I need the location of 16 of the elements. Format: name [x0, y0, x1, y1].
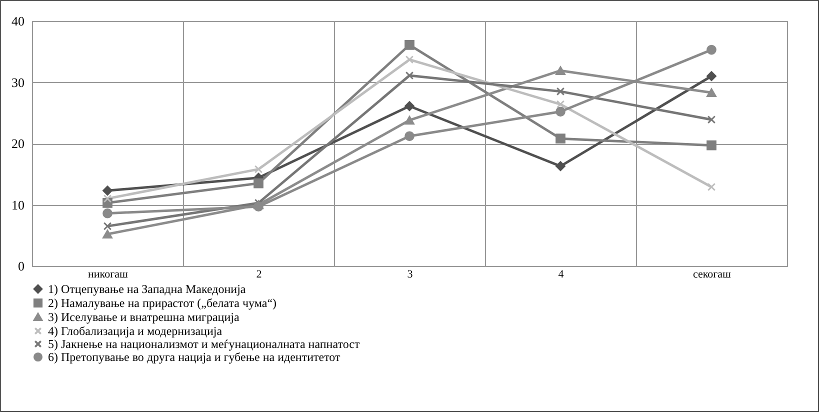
y-tick-label: 10: [12, 197, 24, 212]
legend-label: 1) Отцепување на Западна Македонија: [48, 282, 246, 296]
y-tick-label: 40: [12, 14, 24, 28]
legend-label: 4) Глобализација и модернизација: [48, 324, 223, 338]
legend-label: 3) Иселување и внатрешна миграција: [48, 310, 240, 324]
legend-label: 6) Претопување во друга нација и губење на идентитетот: [48, 350, 342, 364]
x-tick-label: 2: [256, 268, 262, 280]
y-tick-label: 0: [18, 258, 24, 274]
x-tick-label: никогаш: [88, 268, 128, 280]
y-tick-label: 30: [12, 74, 24, 90]
x-tick-label: 3: [407, 268, 414, 280]
x-tick-label: секогаш: [692, 268, 732, 280]
legend-label: 5) Јакнење на национализмот и меѓунационалната напнатост: [48, 337, 360, 351]
y-tick-label: 20: [12, 136, 24, 151]
legend-label: 2) Намалување на прирастот („белата чума“): [48, 296, 277, 310]
x-tick-label: 4: [558, 268, 564, 280]
